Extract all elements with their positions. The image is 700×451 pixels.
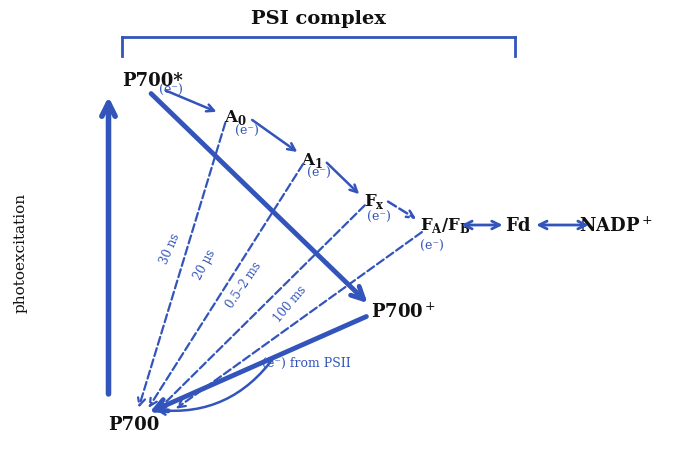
- Text: (e⁻): (e⁻): [420, 239, 444, 252]
- Text: P700$^+$: P700$^+$: [371, 302, 436, 321]
- Text: 100 ms: 100 ms: [272, 282, 309, 324]
- Text: (e⁻): (e⁻): [368, 210, 391, 223]
- Text: 30 ns: 30 ns: [158, 231, 183, 265]
- Text: P700*: P700*: [122, 72, 183, 90]
- Text: A$_\mathregular{1}$: A$_\mathregular{1}$: [301, 151, 323, 170]
- Text: A$_\mathregular{0}$: A$_\mathregular{0}$: [224, 108, 246, 127]
- Text: NADP$^+$: NADP$^+$: [580, 216, 652, 235]
- Text: F$_\mathregular{A}$/F$_\mathregular{B}$: F$_\mathregular{A}$/F$_\mathregular{B}$: [420, 216, 470, 235]
- Text: (e⁻) from PSII: (e⁻) from PSII: [262, 357, 351, 369]
- Text: 20 μs: 20 μs: [192, 247, 218, 281]
- Text: F$_\mathregular{x}$: F$_\mathregular{x}$: [364, 191, 385, 210]
- Text: (e⁻): (e⁻): [307, 166, 330, 179]
- Text: Fd: Fd: [505, 216, 531, 235]
- Text: PSI complex: PSI complex: [251, 10, 386, 28]
- Text: photoexcitation: photoexcitation: [14, 193, 28, 313]
- Text: P700: P700: [108, 415, 160, 433]
- Text: 0.5–2 ms: 0.5–2 ms: [223, 258, 264, 310]
- Text: (e⁻): (e⁻): [235, 124, 259, 137]
- Text: (e⁻): (e⁻): [159, 84, 183, 97]
